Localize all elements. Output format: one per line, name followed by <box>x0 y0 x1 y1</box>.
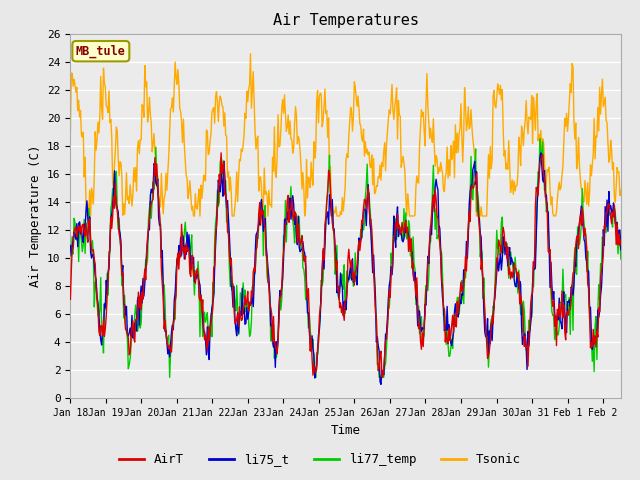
li75_t <box>435 222 443 228</box>
AirT <box>483 339 490 345</box>
AirT <box>217 150 225 156</box>
li75_t <box>482 334 490 340</box>
AirT <box>378 374 386 380</box>
Tsonic <box>209 107 217 112</box>
Line: Tsonic: Tsonic <box>70 54 621 216</box>
li75_t <box>617 247 625 252</box>
li77_temp <box>392 216 399 222</box>
li77_temp <box>617 256 625 262</box>
Title: Air Temperatures: Air Temperatures <box>273 13 419 28</box>
li75_t <box>164 351 172 357</box>
Tsonic <box>67 129 74 134</box>
li75_t <box>377 382 385 387</box>
Tsonic <box>317 92 325 97</box>
li75_t <box>316 326 323 332</box>
Tsonic <box>436 168 444 174</box>
Legend: AirT, li75_t, li77_temp, Tsonic: AirT, li75_t, li77_temp, Tsonic <box>114 448 526 471</box>
Tsonic <box>165 154 173 159</box>
li77_temp <box>317 314 324 320</box>
AirT <box>208 312 216 318</box>
li77_temp <box>67 249 74 254</box>
Line: li75_t: li75_t <box>70 153 621 384</box>
Tsonic <box>85 213 93 219</box>
Tsonic <box>483 213 490 219</box>
X-axis label: Time: Time <box>331 424 360 437</box>
li77_temp <box>536 136 544 142</box>
li75_t <box>537 150 545 156</box>
AirT <box>164 342 172 348</box>
Tsonic <box>393 85 401 91</box>
Line: li77_temp: li77_temp <box>70 139 621 377</box>
Tsonic <box>617 188 625 193</box>
li75_t <box>392 244 399 250</box>
li77_temp <box>482 326 490 332</box>
AirT <box>67 297 74 302</box>
AirT <box>393 226 401 231</box>
li75_t <box>208 305 216 311</box>
li77_temp <box>435 232 443 238</box>
li75_t <box>67 243 74 249</box>
li77_temp <box>209 280 217 286</box>
li77_temp <box>166 374 173 380</box>
Line: AirT: AirT <box>70 153 621 377</box>
li77_temp <box>164 335 172 340</box>
AirT <box>317 305 324 311</box>
Tsonic <box>246 51 254 57</box>
AirT <box>617 237 625 242</box>
AirT <box>436 240 444 245</box>
Text: MB_tule: MB_tule <box>76 45 126 58</box>
Y-axis label: Air Temperature (C): Air Temperature (C) <box>29 145 42 287</box>
